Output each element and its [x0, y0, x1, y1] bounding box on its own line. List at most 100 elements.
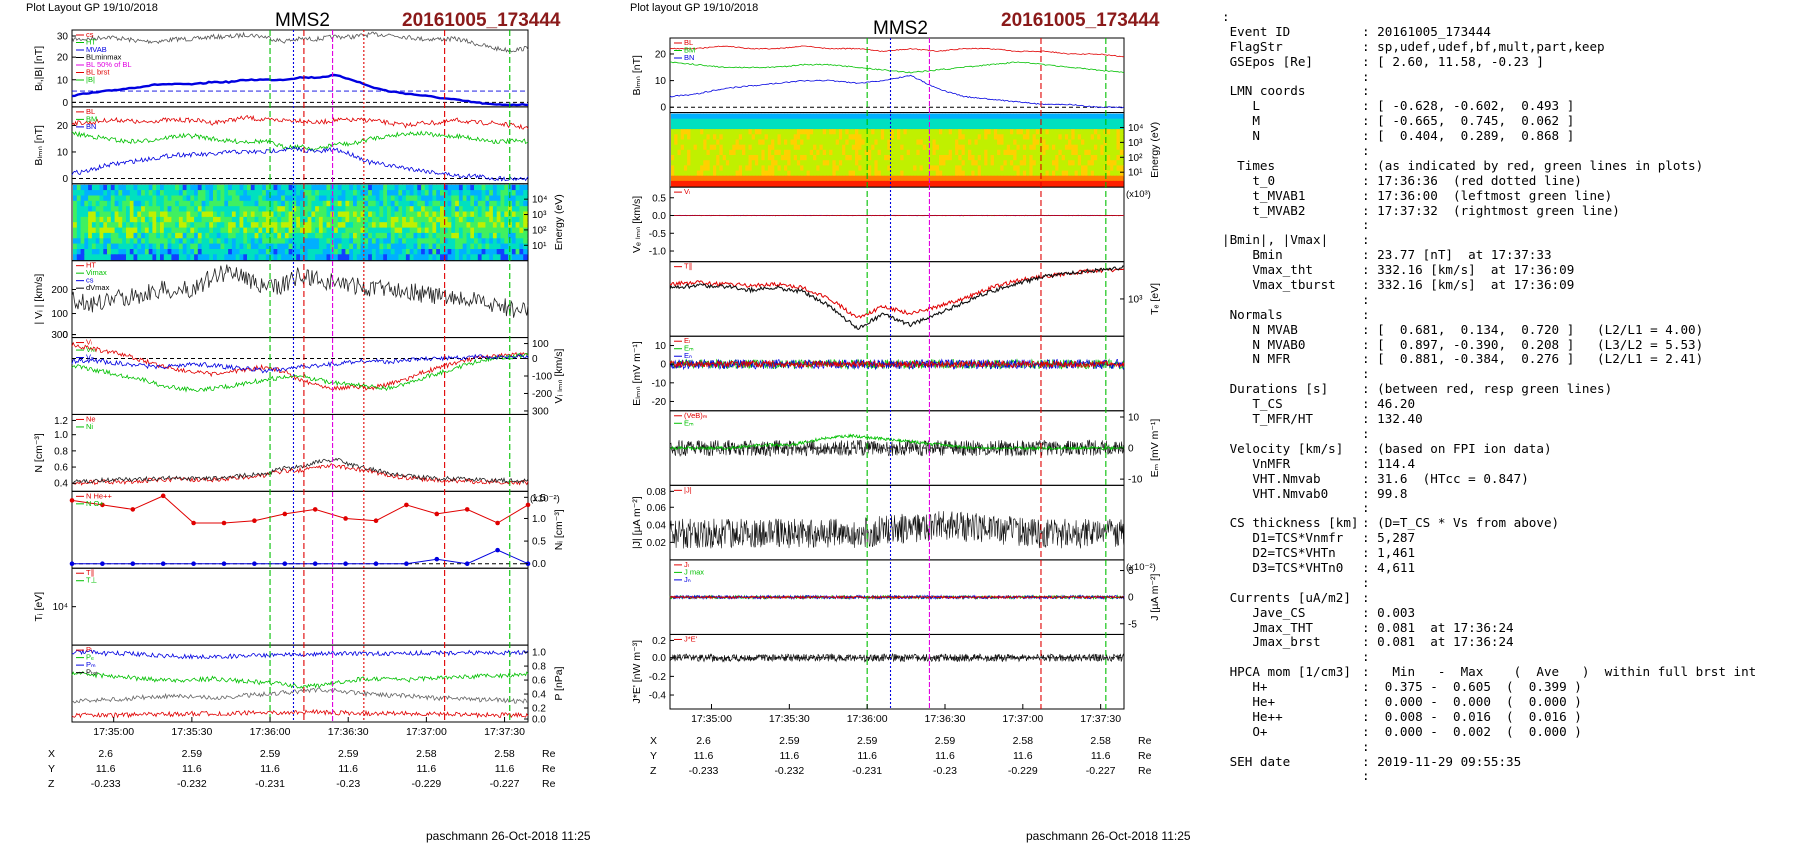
heatmap-cell — [84, 238, 88, 244]
heatmap-cell — [968, 124, 972, 130]
heatmap-cell — [221, 206, 225, 212]
heatmap-cell — [84, 222, 88, 228]
heatmap-cell — [936, 129, 940, 135]
heatmap-cell — [845, 150, 849, 156]
heatmap-cell — [1071, 150, 1075, 156]
heatmap-cell — [224, 254, 228, 260]
heatmap-cell — [372, 222, 376, 228]
heatmap-cell — [73, 233, 77, 239]
data-point — [283, 512, 288, 517]
heatmap-cell — [232, 212, 236, 218]
heatmap-cell — [467, 217, 471, 223]
heatmap-cell — [187, 244, 191, 250]
info-key — [1222, 144, 1362, 159]
info-key: FlagStr — [1222, 40, 1362, 55]
heatmap-cell — [463, 185, 467, 191]
panel-frame — [670, 262, 1124, 337]
heatmap-cell — [1049, 134, 1053, 140]
heatmap-cell — [913, 134, 917, 140]
heatmap-cell — [224, 244, 228, 250]
heatmap-cell — [1026, 114, 1030, 120]
heatmap-cell — [778, 119, 782, 125]
heatmap-cell — [141, 254, 145, 260]
heatmap-cell — [425, 217, 429, 223]
heatmap-cell — [315, 249, 319, 255]
heatmap-cell — [1049, 140, 1053, 146]
heatmap-cell — [467, 201, 471, 207]
heatmap-cell — [232, 190, 236, 196]
heatmap-cell — [1013, 134, 1017, 140]
heatmap-cell — [765, 114, 769, 120]
heatmap-cell — [406, 206, 410, 212]
info-value: : [ -0.628, -0.602, 0.493 ] — [1362, 99, 1574, 114]
x-tick-label: 17:37:00 — [406, 726, 447, 738]
info-row: D1=TCS*Vnmfr: 5,287 — [1222, 531, 1802, 546]
heatmap-cell — [338, 217, 342, 223]
heatmap-cell — [364, 222, 368, 228]
info-row: He++: 0.008 - 0.016 ( 0.016 ) — [1222, 710, 1802, 725]
heatmap-cell — [77, 233, 81, 239]
ephemeris-value: -0.229 — [1008, 765, 1038, 777]
heatmap-cell — [900, 171, 904, 177]
heatmap-cell — [395, 238, 399, 244]
heatmap-cell — [432, 238, 436, 244]
heatmap-cell — [118, 185, 122, 191]
heatmap-cell — [395, 244, 399, 250]
heatmap-cell — [1004, 155, 1008, 161]
info-value: : 31.6 (HTcc = 0.847) — [1362, 472, 1529, 487]
heatmap-cell — [455, 222, 459, 228]
heatmap-cell — [868, 181, 872, 187]
heatmap-cell — [228, 228, 232, 234]
heatmap-cell — [429, 217, 433, 223]
heatmap-cell — [463, 201, 467, 207]
heatmap-cell — [516, 212, 520, 218]
panel-frame — [72, 30, 528, 107]
y-tick-label: 0.4 — [54, 479, 68, 490]
heatmap-cell — [100, 249, 104, 255]
heatmap-cell — [122, 238, 126, 244]
y-axis-label: Eₘ [mV m⁻¹] — [1149, 419, 1161, 478]
heatmap-cell — [368, 185, 372, 191]
heatmap-cell — [168, 217, 172, 223]
heatmap-cell — [958, 160, 962, 166]
heatmap-cell — [493, 228, 497, 234]
heatmap-cell — [991, 114, 995, 120]
heatmap-cell — [406, 190, 410, 196]
heatmap-cell — [190, 201, 194, 207]
heatmap-cell — [497, 196, 501, 202]
ephemeris-value: 11.6 — [417, 763, 437, 775]
heatmap-cell — [1094, 150, 1098, 156]
heatmap-cell — [1013, 155, 1017, 161]
heatmap-cell — [115, 233, 119, 239]
info-key: GSEpos [Re] — [1222, 55, 1362, 70]
heatmap-cell — [77, 201, 81, 207]
heatmap-cell — [111, 244, 115, 250]
heatmap-cell — [88, 185, 92, 191]
heatmap-cell — [516, 249, 520, 255]
heatmap-cell — [478, 201, 482, 207]
heatmap-cell — [755, 124, 759, 130]
heatmap-cell — [115, 254, 119, 260]
y-tick-label: 0 — [62, 174, 68, 185]
heatmap-cell — [1036, 134, 1040, 140]
heatmap-cell — [810, 160, 814, 166]
heatmap-cell — [175, 201, 179, 207]
heatmap-cell — [823, 145, 827, 151]
heatmap-cell — [810, 124, 814, 130]
heatmap-cell — [493, 244, 497, 250]
heatmap-cell — [787, 124, 791, 130]
heatmap-cell — [991, 165, 995, 171]
heatmap-cell — [485, 212, 489, 218]
heatmap-cell — [519, 244, 523, 250]
heatmap-cell — [417, 206, 421, 212]
heatmap-cell — [315, 254, 319, 260]
heatmap-cell — [338, 238, 342, 244]
info-key — [1222, 367, 1362, 382]
heatmap-cell — [236, 217, 240, 223]
heatmap-cell — [900, 181, 904, 187]
info-row: t_0: 17:36:36 (red dotted line) — [1222, 174, 1802, 189]
heatmap-cell — [719, 150, 723, 156]
heatmap-cell — [732, 114, 736, 120]
y-tick-label: 0.08 — [647, 487, 667, 498]
heatmap-cell — [855, 176, 859, 182]
